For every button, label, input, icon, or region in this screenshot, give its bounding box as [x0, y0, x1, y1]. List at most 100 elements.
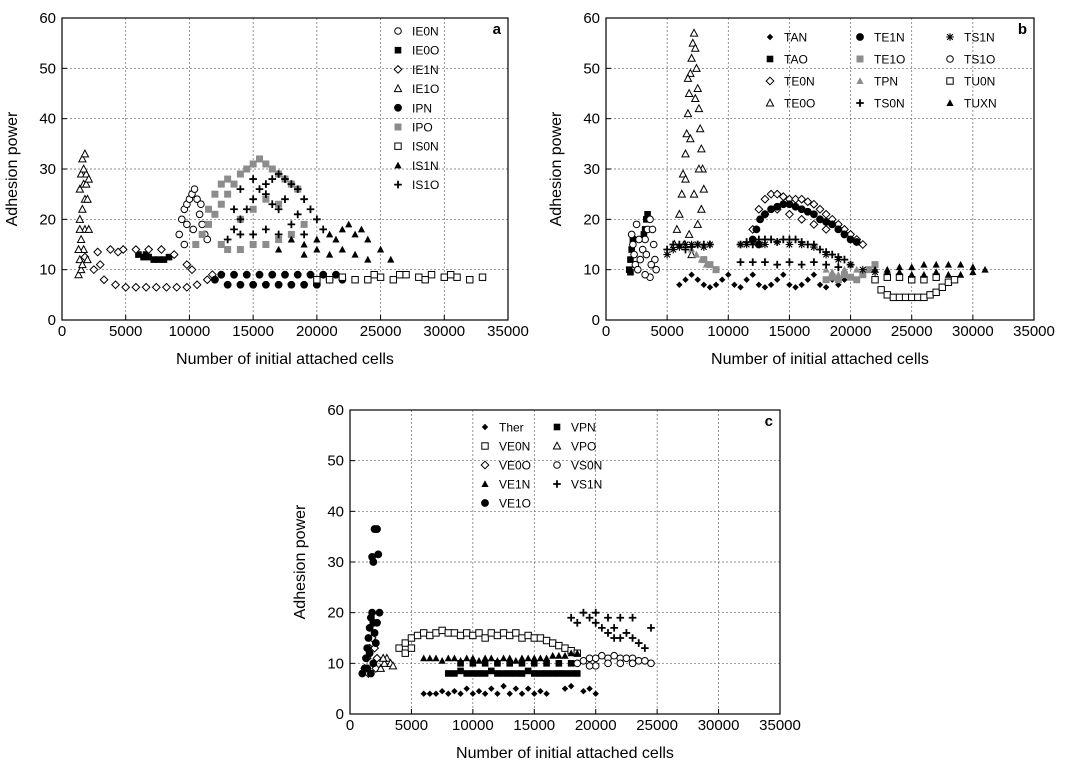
- panel-a-point-ie1n: [131, 245, 141, 255]
- panel-c-point-ve0n: [438, 626, 446, 635]
- panel-b-point-tan: [810, 271, 818, 278]
- panel-b-point-tan: [786, 281, 793, 288]
- panel-b-point-tuxn: [957, 270, 965, 278]
- panel-b-point-te1o: [700, 256, 708, 264]
- panel-b-point-te1n: [809, 210, 818, 219]
- panel-b-legend-label: TAN: [784, 31, 807, 45]
- panel-b-point-te1n: [761, 210, 769, 219]
- panel-b-point-ts1n: [706, 240, 714, 249]
- panel-c-legend-marker-ther: [481, 423, 489, 431]
- panel-b-legend-label: TE1N: [874, 31, 905, 45]
- panel-b-point-te0n: [797, 214, 807, 224]
- panel-a-point-ie0o: [142, 251, 150, 258]
- panel-a-point-ie1n: [121, 282, 131, 292]
- panel-c-point-ve1o: [369, 558, 378, 566]
- panel-a-point-ie1n: [161, 282, 171, 292]
- panel-b-point-ts0n: [767, 235, 775, 244]
- panel-a-point-ie1n: [141, 282, 151, 292]
- panel-c-point-vs1n: [616, 613, 625, 622]
- panel-a-point-is0n: [395, 271, 404, 279]
- panel-a-point-is0n: [402, 271, 410, 279]
- panel-a-point-ie1o: [76, 234, 86, 243]
- panel-a-point-is1o: [306, 205, 315, 214]
- panel-c-point-ther: [500, 682, 507, 690]
- panel-a-y-tick-label: 30: [39, 161, 56, 178]
- panel-c-point-vpn: [494, 660, 501, 667]
- panel-b-point-tan: [816, 281, 824, 288]
- panel-c-point-vpn: [555, 670, 563, 677]
- panel-a-point-ie0o: [150, 256, 158, 263]
- panel-c-point-ve1n: [438, 657, 446, 664]
- panel-a-point-is0n: [453, 273, 461, 281]
- panel-b-point-tpn: [697, 255, 705, 263]
- panel-b-point-tuxn: [969, 268, 977, 276]
- panel-a-point-is1o: [281, 195, 289, 203]
- panel-a-point-is1o: [281, 175, 289, 183]
- panel-b-point-tan: [774, 276, 781, 283]
- panel-b-point-ts0n: [797, 260, 806, 269]
- panel-c-point-vs0n: [598, 651, 606, 660]
- panel-c-point-ve1n: [475, 657, 483, 664]
- panel-c-point-vpn: [451, 670, 458, 677]
- panel-c-point-vs1n: [647, 624, 655, 632]
- panel-c-point-vs1n: [641, 644, 649, 652]
- panel-c-point-vs0n: [616, 659, 625, 668]
- panel-c-point-ve0n: [407, 634, 416, 642]
- panel-a-point-ipo: [300, 220, 308, 228]
- panel-b-point-te1n: [852, 238, 861, 246]
- panel-c-point-ve0n: [524, 631, 532, 640]
- panel-b-point-tan: [694, 276, 701, 283]
- panel-c-point-ve1n: [530, 654, 538, 662]
- panel-a-point-ie1o: [77, 259, 87, 269]
- panel-a-point-ie0o: [165, 253, 173, 261]
- panel-a-point-is0n: [440, 273, 448, 281]
- panel-b-x-tick-label: 20000: [830, 323, 872, 340]
- panel-a-letter: a: [493, 21, 502, 38]
- panel-c-point-ve0n: [432, 629, 440, 637]
- panel-c-point-ve0n: [450, 629, 459, 637]
- panel-c-point-ther: [445, 690, 452, 697]
- panel-a-point-ie1o: [77, 154, 87, 163]
- panel-b-legend-marker-tao: [766, 55, 774, 63]
- panel-b-point-tu0n: [938, 283, 946, 291]
- panel-b-legend-marker-ts0n: [856, 99, 864, 107]
- panel-a-point-is1o: [300, 195, 308, 203]
- panel-a-point-ie1o: [74, 269, 83, 279]
- panel-b-point-tuxn: [969, 263, 977, 271]
- panel-b-legend-marker-te1n: [856, 33, 864, 41]
- panel-b-point-te0o: [687, 249, 697, 259]
- panel-b-x-tick-label: 5000: [650, 323, 683, 340]
- panel-a-legend-marker-ie1o: [393, 83, 403, 93]
- panel-c-point-ther: [561, 685, 569, 692]
- panel-a-point-ie1o: [84, 224, 94, 233]
- panel-b-point-te0o: [678, 169, 688, 178]
- panel-a-point-ie1n: [172, 282, 182, 292]
- panel-b-point-te1o: [828, 273, 836, 281]
- panel-c-point-ther: [451, 688, 458, 695]
- panel-c-legend-label: Ther: [499, 421, 524, 435]
- panel-a-x-tick-label: 5000: [109, 323, 142, 340]
- panel-b-x-tick-label: 0: [602, 323, 610, 340]
- panel-c-point-vpo: [376, 663, 386, 672]
- panel-b-legend-marker-ts1n: [946, 33, 954, 41]
- panel-c-point-ve1o: [363, 664, 372, 673]
- panel-b-point-ts1o: [647, 260, 656, 269]
- panel-a-point-is1o: [293, 210, 302, 219]
- panel-b-point-ts1n: [687, 240, 696, 249]
- panel-c-point-vpo: [379, 658, 389, 667]
- panel-b-point-te0n: [803, 197, 813, 207]
- panel-c-point-vpn: [457, 667, 464, 675]
- panel-b-point-tpn: [853, 265, 861, 273]
- panel-a-point-ie1n: [99, 275, 109, 285]
- panel-b-point-tu0n: [895, 293, 904, 302]
- panel-c-point-ve0n: [481, 634, 489, 642]
- panel-a-point-is0n: [325, 276, 334, 284]
- panel-a-legend-label: IE0N: [412, 25, 439, 39]
- panel-a-plot-area: [62, 18, 508, 320]
- panel-b-point-ts1n: [748, 238, 757, 246]
- panel-a-point-is1o: [249, 175, 257, 183]
- panel-b-point-ts1n: [785, 240, 794, 249]
- panel-a-point-ie1n: [144, 245, 154, 255]
- panel-a-point-ipo: [262, 241, 270, 248]
